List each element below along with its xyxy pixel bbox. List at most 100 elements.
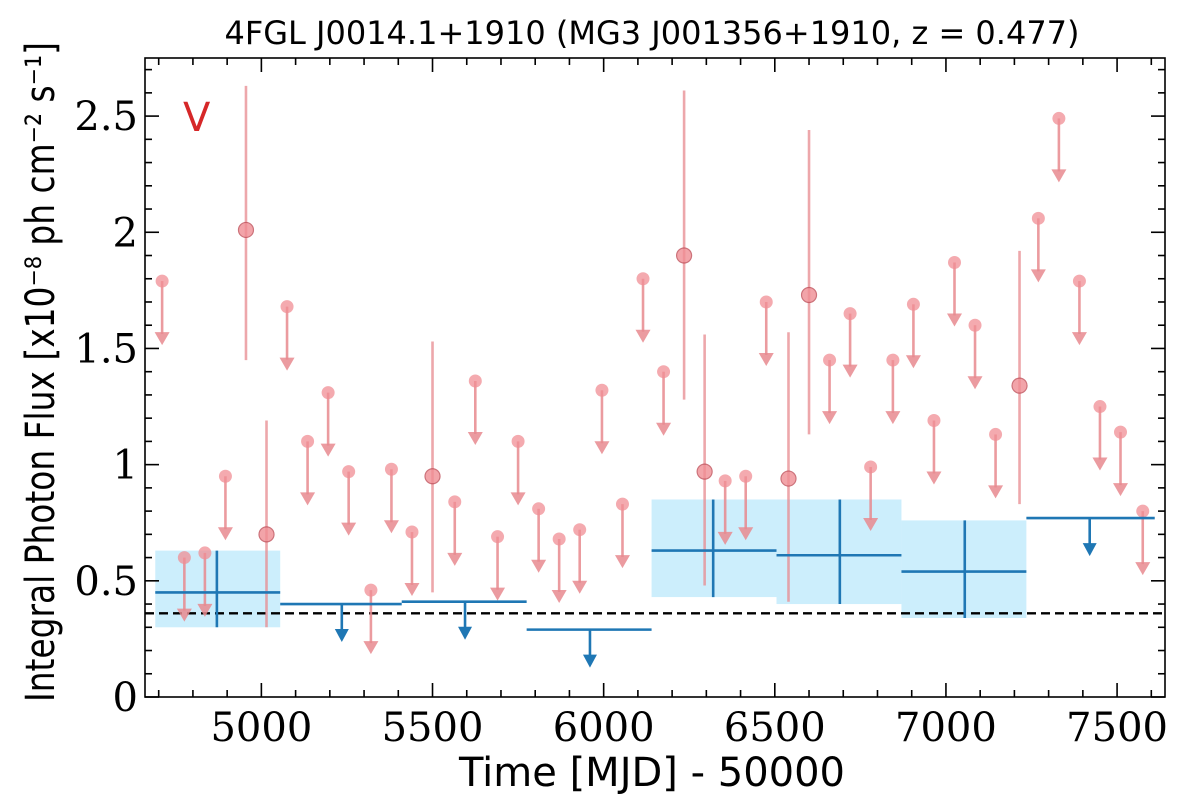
short-bin-upper-limit-arrowhead (842, 364, 858, 378)
short-bin-upper-limit-point (1031, 211, 1045, 225)
short-bin-upper-limit-arrowhead (967, 376, 983, 390)
short-bin-point (696, 463, 713, 480)
short-bin-upper-limit-point (823, 353, 837, 367)
short-bin-upper-limit-point (491, 530, 505, 544)
short-bin-upper-limit-point (718, 474, 732, 488)
short-bin-upper-limit-point (968, 318, 982, 332)
short-bin-upper-limit-arrowhead (594, 441, 610, 455)
short-bin-upper-limit-point (468, 374, 482, 388)
y-tick-label: 1.5 (74, 326, 138, 372)
short-bin-point (237, 221, 255, 239)
short-bin-upper-limit-arrowhead (1051, 169, 1067, 183)
long-bin-upper-limit-arrowhead (334, 629, 349, 643)
short-bin-upper-limit-arrowhead (822, 411, 838, 425)
y-tick-label: 0 (113, 675, 138, 721)
x-tick-label: 6000 (553, 705, 655, 751)
short-bin-upper-limit-arrowhead (176, 608, 192, 622)
long-bin-upper-limit-arrowhead (1082, 543, 1097, 557)
short-bin-upper-limit-arrowhead (320, 443, 336, 457)
y-tick-label: 1 (113, 443, 138, 489)
short-bin-point (675, 247, 693, 264)
short-bin-upper-limit-arrowhead (467, 431, 483, 445)
short-bin-upper-limit-arrowhead (300, 492, 316, 506)
short-bin-upper-limit-arrowhead (1092, 457, 1108, 471)
short-bin-upper-limit-arrowhead (635, 329, 651, 343)
short-bin-point (424, 468, 441, 485)
short-bin-upper-limit-arrowhead (946, 313, 962, 327)
short-bin-upper-limit-arrowhead (758, 352, 774, 366)
short-bin-upper-limit-arrowhead (614, 555, 630, 569)
short-bin-point (258, 526, 275, 543)
short-bin-upper-limit-point (947, 255, 961, 269)
short-bin-upper-limit-arrowhead (738, 527, 754, 541)
axis-ticks: 5000 5500 6000 6500 7000 7500 0 0.5 1 1.5 2 2.5 (74, 58, 1168, 751)
y-tick-label: 2 (113, 210, 138, 256)
short-bin-upper-limit-point (1136, 504, 1150, 518)
short-bin-upper-limit-point (843, 307, 857, 321)
short-bin-upper-limit-point (1072, 274, 1086, 288)
x-tick-label: 5500 (382, 705, 484, 751)
short-bin-point (1011, 377, 1028, 394)
short-bin-upper-limit-arrowhead (490, 587, 506, 601)
short-bin-upper-limit-arrowhead (905, 355, 921, 369)
short-bin-upper-limit-arrowhead (197, 603, 213, 617)
short-bin-upper-limit-point (927, 413, 941, 427)
short-bin-upper-limit-point (321, 386, 335, 400)
plot-frame (144, 57, 1166, 698)
short-bin-upper-limit-arrowhead (1113, 483, 1129, 497)
short-bin-upper-limit-point (448, 495, 462, 509)
x-tick-label: 7000 (895, 705, 997, 751)
short-bin-upper-limit-point (886, 353, 900, 367)
short-bin-upper-limit-point (177, 551, 191, 565)
short-bin-upper-limit-point (384, 462, 398, 476)
long-bin-upper-limit-arrowhead (582, 654, 597, 668)
short-bin-upper-limit-point (989, 427, 1003, 441)
short-bin-point (780, 470, 797, 487)
y-tick-label: 2.5 (74, 94, 138, 140)
x-axis-label: Time [MJD] - 50000 (458, 750, 845, 796)
chart-title: 4FGL J0014.1+1910 (MG3 J001356+1910, z =… (224, 14, 1079, 52)
short-bin-upper-limit-point (1093, 400, 1107, 414)
short-bin-upper-limit-point (1052, 111, 1066, 125)
short-bin-upper-limit-arrowhead (510, 492, 526, 506)
short-bin-upper-limit-arrowhead (1071, 332, 1087, 346)
short-bin-upper-limit-arrowhead (447, 552, 463, 566)
short-bin-upper-limit-point (573, 523, 587, 537)
short-bin-upper-limit-point (636, 272, 650, 286)
short-bin-upper-limit-point (657, 365, 671, 379)
short-bin-upper-limit-arrowhead (154, 332, 170, 346)
short-bin-upper-limit-point (364, 583, 378, 597)
x-tick-label: 7500 (1066, 705, 1168, 751)
short-bin-upper-limit-arrowhead (341, 522, 357, 536)
short-bin-upper-limit-arrowhead (988, 485, 1004, 499)
short-bin-upper-limit-arrowhead (551, 589, 567, 603)
short-bin-upper-limit-point (1114, 425, 1128, 439)
short-bin-upper-limit-point (739, 469, 753, 483)
short-bin-upper-limit-arrowhead (279, 357, 295, 371)
short-bin-upper-limit-point (615, 497, 629, 511)
y-tick-label: 0.5 (74, 559, 138, 605)
short-bin-upper-limit-point (759, 295, 773, 309)
short-bin-upper-limit-point (342, 465, 356, 479)
short-bin-upper-limit-point (405, 525, 419, 539)
short-bin-upper-limit-point (155, 274, 169, 288)
short-bin-upper-limit-point (552, 532, 566, 546)
short-bin-upper-limit-arrowhead (404, 583, 420, 597)
short-bin-upper-limit-point (532, 502, 546, 516)
short-bin-upper-limit-arrowhead (926, 471, 942, 485)
short-bin-upper-limit-arrowhead (656, 422, 672, 436)
short-bin-upper-limit-arrowhead (217, 527, 233, 541)
short-bin-upper-limit-arrowhead (885, 411, 901, 425)
short-bin-upper-limit-arrowhead (531, 559, 547, 573)
short-bin-upper-limit-arrowhead (572, 580, 588, 594)
long-bin-upper-limit-arrowhead (458, 626, 473, 640)
panel-label: V (183, 95, 211, 141)
short-bin-upper-limit-arrowhead (1135, 562, 1151, 576)
short-bin-upper-limit-point (511, 434, 525, 448)
short-bin-upper-limit-point (218, 469, 232, 483)
plot-area (145, 85, 1165, 668)
short-bin-point (800, 286, 818, 304)
short-bin-upper-limit-point (198, 546, 212, 560)
short-bin-upper-limit-point (595, 383, 609, 397)
